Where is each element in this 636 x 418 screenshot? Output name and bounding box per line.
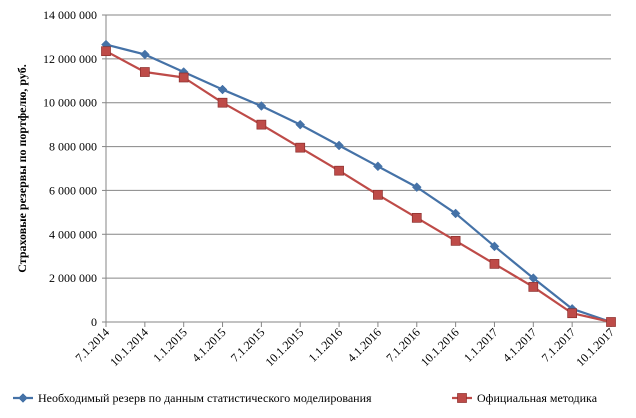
- y-tick-label: 6 000 000: [49, 183, 97, 197]
- y-tick-label: 8 000 000: [49, 140, 97, 154]
- gridlines: [106, 14, 611, 279]
- data-point-diamond: [295, 119, 306, 130]
- data-point-diamond: [489, 241, 500, 252]
- series-group: [101, 46, 616, 327]
- axes: [102, 14, 612, 327]
- data-point-diamond: [373, 161, 383, 172]
- data-point-diamond: [334, 140, 344, 151]
- data-point-square: [139, 67, 150, 77]
- data-point-square: [489, 259, 500, 269]
- y-tick-label: 0: [91, 315, 97, 329]
- y-tick-label: 14 000 000: [43, 8, 97, 22]
- series-line: [105, 43, 612, 324]
- data-point-square: [256, 119, 267, 130]
- y-tick-label: 12 000 000: [43, 52, 97, 66]
- legend-item: Необходимый резерв по данным статистичес…: [13, 391, 372, 405]
- data-point-diamond: [256, 101, 267, 111]
- data-point-square: [295, 142, 306, 153]
- y-tick-label: 2 000 000: [49, 271, 97, 285]
- data-point-diamond: [18, 393, 28, 403]
- data-point-square: [450, 236, 461, 246]
- data-point-square: [567, 308, 578, 319]
- series-line: [105, 50, 612, 324]
- series: [101, 39, 616, 327]
- legend-label: Необходимый резерв по данным статистичес…: [38, 391, 372, 405]
- data-point-square: [528, 282, 539, 292]
- data-point-square: [101, 46, 111, 57]
- y-tick-label: 10 000 000: [43, 96, 97, 110]
- data-point-square: [457, 393, 467, 403]
- data-point-square: [373, 189, 383, 200]
- data-point-diamond: [139, 49, 150, 60]
- legend: Необходимый резерв по данным статистичес…: [13, 391, 598, 405]
- y-axis-ticks: 0 2 000 000 4 000 000 6 000 000 8 000 000 10 …: [43, 8, 97, 329]
- data-point-diamond: [411, 182, 422, 192]
- y-axis-title: Страховые резервы по портфелю, руб.: [15, 64, 29, 272]
- legend-item: Официальная методика: [452, 391, 598, 405]
- data-point-square: [217, 97, 228, 108]
- data-point-square: [178, 72, 189, 83]
- data-point-square: [606, 317, 616, 327]
- data-point-diamond: [450, 208, 461, 219]
- legend-label: Официальная методика: [477, 391, 598, 405]
- data-point-square: [334, 165, 344, 176]
- data-point-square: [411, 212, 422, 223]
- data-point-diamond: [217, 84, 228, 95]
- y-tick-label: 4 000 000: [49, 227, 97, 241]
